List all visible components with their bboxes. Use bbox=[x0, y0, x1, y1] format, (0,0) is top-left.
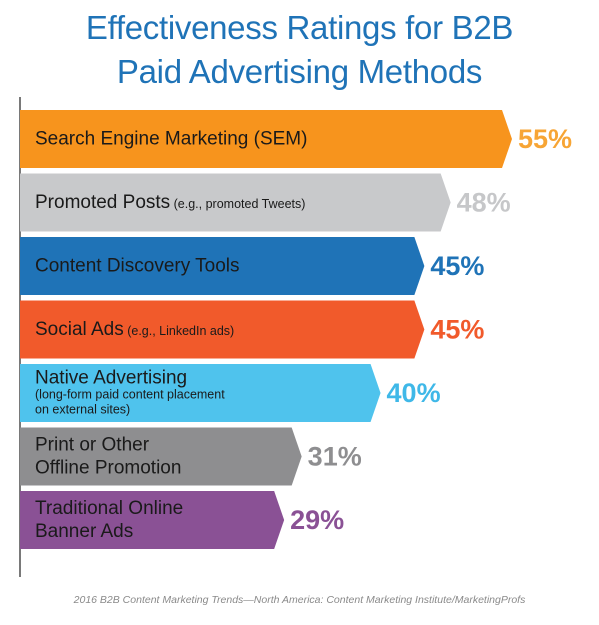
bar bbox=[20, 300, 425, 359]
bar-group: Social Ads (e.g., LinkedIn ads) 45% bbox=[20, 300, 484, 359]
category-label: Social Ads (e.g., LinkedIn ads) bbox=[35, 319, 234, 340]
category-label: Offline Promotion bbox=[35, 458, 181, 479]
category-label: on external sites) bbox=[35, 403, 130, 417]
bar-chart: Search Engine Marketing (SEM) 55%Promoted… bbox=[19, 97, 572, 577]
source-citation: 2016 B2B Content Marketing Trends—North … bbox=[73, 594, 526, 606]
category-label: Banner Ads bbox=[35, 521, 133, 542]
category-label: Print or Other bbox=[35, 435, 150, 456]
value-label: 40% bbox=[387, 378, 441, 408]
value-label: 55% bbox=[518, 124, 572, 154]
bar-group: Native Advertising(long-form paid conten… bbox=[20, 364, 441, 422]
chart-title-line-2: Paid Advertising Methods bbox=[116, 53, 483, 90]
bar bbox=[20, 364, 381, 422]
bar bbox=[20, 237, 425, 295]
value-label: 45% bbox=[430, 251, 484, 281]
value-label: 29% bbox=[290, 505, 344, 535]
value-label: 45% bbox=[430, 315, 484, 345]
bar-group: Promoted Posts (e.g., promoted Tweets) 48… bbox=[20, 173, 511, 232]
chart-title-line-1: Effectiveness Ratings for B2B bbox=[85, 9, 514, 46]
category-label: Traditional Online bbox=[35, 498, 183, 519]
bar-group: Search Engine Marketing (SEM) 55% bbox=[20, 110, 572, 168]
category-label: Native Advertising bbox=[35, 368, 187, 389]
bar bbox=[20, 173, 451, 232]
bar-group: Content Discovery Tools 45% bbox=[20, 237, 484, 295]
bar bbox=[20, 491, 285, 549]
category-label: Search Engine Marketing (SEM) bbox=[35, 129, 307, 150]
bar bbox=[20, 427, 302, 486]
value-label: 48% bbox=[457, 188, 511, 218]
bar bbox=[20, 110, 512, 168]
category-label: Promoted Posts (e.g., promoted Tweets) bbox=[35, 192, 305, 213]
chart-title: Effectiveness Ratings for B2B Paid Adver… bbox=[0, 6, 599, 94]
category-label: (long-form paid content placement bbox=[35, 388, 225, 402]
category-label: Content Discovery Tools bbox=[35, 256, 240, 277]
value-label: 31% bbox=[308, 442, 362, 472]
